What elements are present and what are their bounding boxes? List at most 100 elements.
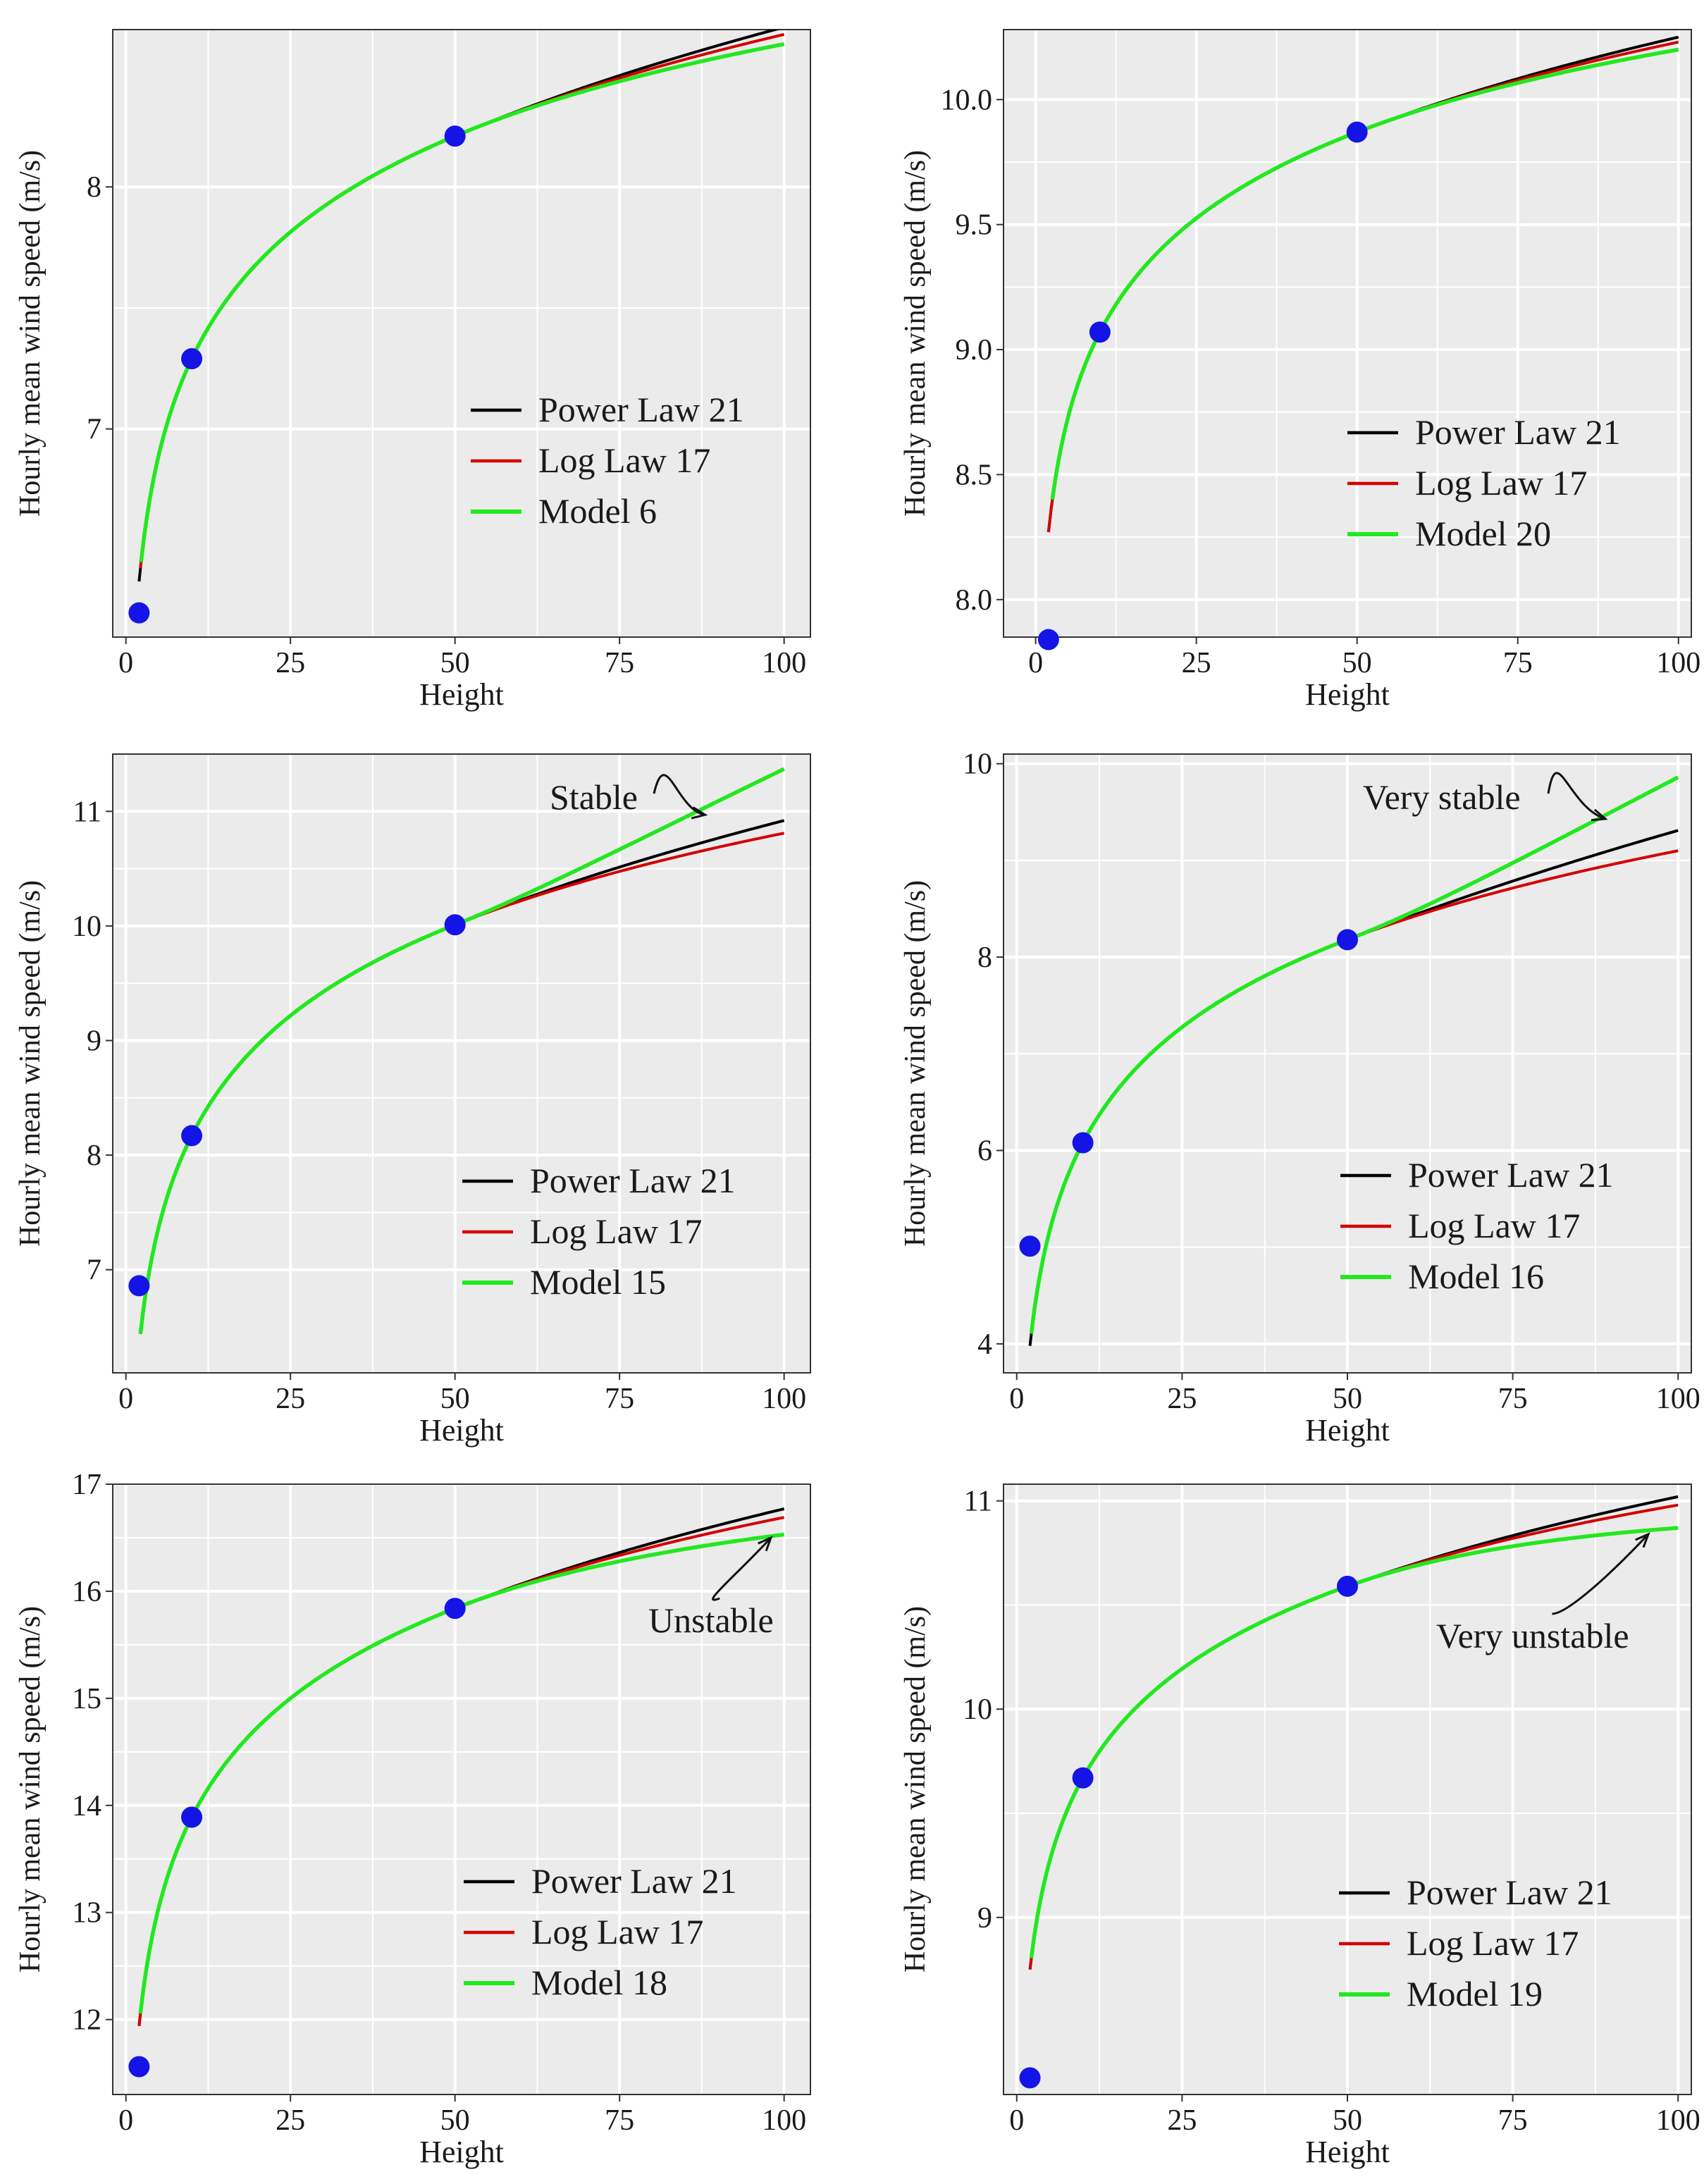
observation-point <box>444 125 466 147</box>
annotation-arrow <box>653 774 705 816</box>
arrowhead <box>1591 808 1608 822</box>
x-axis-title: Height <box>419 677 504 712</box>
x-axis-title: Height <box>1305 1413 1390 1448</box>
observation-point <box>128 2056 150 2078</box>
observation-point <box>1019 2067 1041 2089</box>
x-tick-label: 0 <box>1009 1383 1024 1415</box>
observation-point <box>444 1598 466 1620</box>
y-tick-label: 12 <box>72 2004 101 2037</box>
x-tick-label: 50 <box>440 1383 470 1415</box>
observation-point <box>444 914 466 936</box>
observation-point <box>1019 1235 1041 1257</box>
y-tick-label: 8.0 <box>956 584 993 617</box>
legend-label: Power Law 21 <box>538 390 744 429</box>
observation-point <box>1346 121 1368 143</box>
x-axis-title: Height <box>419 2135 504 2169</box>
annotation-arrow <box>712 1536 772 1601</box>
x-tick-label: 75 <box>605 2104 634 2137</box>
y-tick-label: 15 <box>72 1683 101 1715</box>
x-tick-label: 50 <box>440 2104 470 2137</box>
chart-panel-middle-left: 0 25 50 75 100 7 8 9 10 11 Height Hourly mean wind … <box>14 753 811 1448</box>
plot-frame <box>112 753 811 1374</box>
x-tick-label: 50 <box>440 647 470 679</box>
x-tick-label: 25 <box>1182 647 1211 679</box>
observation-point <box>181 1125 203 1147</box>
y-tick-label: 11 <box>73 796 101 828</box>
y-tick-label: 10 <box>963 1693 992 1726</box>
observation-point <box>1072 1767 1094 1789</box>
y-axis-title: Hourly mean wind speed (m/s) <box>14 880 47 1247</box>
x-tick-label: 50 <box>1333 2104 1362 2137</box>
arrowhead <box>758 1536 773 1552</box>
plot-background <box>113 1484 810 2094</box>
y-tick-label: 8 <box>87 1140 101 1172</box>
x-tick-label: 0 <box>1009 2104 1024 2137</box>
x-tick-label: 100 <box>1656 647 1700 679</box>
legend-label: Model 15 <box>530 1262 666 1302</box>
x-tick-label: 50 <box>1342 647 1372 679</box>
y-tick-label: 10.0 <box>941 84 993 116</box>
x-tick-label: 0 <box>118 1383 133 1415</box>
legend-label: Power Law 21 <box>1407 1873 1612 1912</box>
x-tick-label: 75 <box>1503 647 1533 679</box>
x-axis-title: Height <box>419 1413 504 1448</box>
legend-label: Log Law 17 <box>531 1912 703 1951</box>
y-axis-title: Hourly mean wind speed (m/s) <box>899 1606 932 1973</box>
y-axis-title: Hourly mean wind speed (m/s) <box>899 880 932 1247</box>
observation-point <box>1072 1132 1094 1154</box>
plot-frame <box>112 1483 811 2095</box>
x-tick-label: 0 <box>1028 647 1043 679</box>
y-tick-label: 11 <box>964 1486 992 1518</box>
y-tick-label: 6 <box>977 1135 992 1167</box>
x-axis-title: Height <box>1305 677 1390 712</box>
observation-point <box>1037 629 1059 650</box>
legend-label: Log Law 17 <box>1408 1206 1580 1245</box>
y-tick-label: 8.5 <box>956 459 993 491</box>
y-tick-label: 7 <box>87 1254 101 1287</box>
annotation-text: Unstable <box>648 1600 774 1640</box>
x-tick-label: 25 <box>1167 1383 1197 1415</box>
annotation-text: Very stable <box>1363 777 1521 817</box>
legend-label: Log Law 17 <box>1415 463 1587 502</box>
y-tick-label: 9.0 <box>956 334 993 366</box>
y-tick-label: 10 <box>72 911 101 943</box>
legend-label: Log Law 17 <box>1407 1923 1579 1963</box>
y-axis-title: Hourly mean wind speed (m/s) <box>899 150 932 517</box>
y-axis-title: Hourly mean wind speed (m/s) <box>14 150 47 517</box>
legend-label: Power Law 21 <box>530 1161 736 1200</box>
x-tick-label: 100 <box>1656 2104 1700 2137</box>
legend-label: Log Law 17 <box>538 440 710 480</box>
observation-point <box>128 602 150 624</box>
plot-background <box>113 30 810 637</box>
y-tick-label: 7 <box>87 414 101 446</box>
x-axis-title: Height <box>1305 2135 1390 2169</box>
x-tick-label: 50 <box>1333 1383 1362 1415</box>
observation-point <box>1089 321 1111 343</box>
observation-point <box>181 348 203 370</box>
x-tick-label: 25 <box>276 1383 305 1415</box>
legend-label: Log Law 17 <box>530 1211 702 1251</box>
arrowhead <box>1635 1532 1650 1548</box>
y-tick-label: 9 <box>87 1025 101 1057</box>
plot-frame <box>1003 29 1692 638</box>
observation-point <box>181 1806 203 1828</box>
y-tick-label: 17 <box>72 1469 101 1501</box>
arrowhead <box>691 806 708 820</box>
chart-panel-bottom-right: 0 25 50 75 100 9 10 11 Height Hourly mean wind sp… <box>899 1483 1700 2169</box>
chart-panel-bottom-left: 0 25 50 75 100 12 13 14 15 16 17 Height Hourly mean … <box>14 1469 811 2169</box>
plot-frame <box>112 29 811 638</box>
x-tick-label: 25 <box>276 647 305 679</box>
y-tick-label: 4 <box>977 1328 992 1361</box>
x-tick-label: 25 <box>1167 2104 1197 2137</box>
y-axis-title: Hourly mean wind speed (m/s) <box>14 1606 47 1973</box>
legend-label: Power Law 21 <box>1415 412 1621 452</box>
x-tick-label: 0 <box>118 2104 133 2137</box>
annotation-arrow <box>1552 1533 1650 1615</box>
y-tick-label: 8 <box>87 171 101 204</box>
y-tick-label: 9 <box>977 1902 992 1935</box>
plot-background <box>113 754 810 1373</box>
chart-panel-top-left: 0 25 50 75 100 7 8 Height Hourly mean wind speed… <box>14 29 811 712</box>
x-tick-label: 0 <box>118 647 133 679</box>
annotation-text: Stable <box>550 777 638 817</box>
chart-panel-middle-right: 0 25 50 75 100 4 6 8 10 Height Hourly mean wind sp… <box>899 748 1700 1448</box>
